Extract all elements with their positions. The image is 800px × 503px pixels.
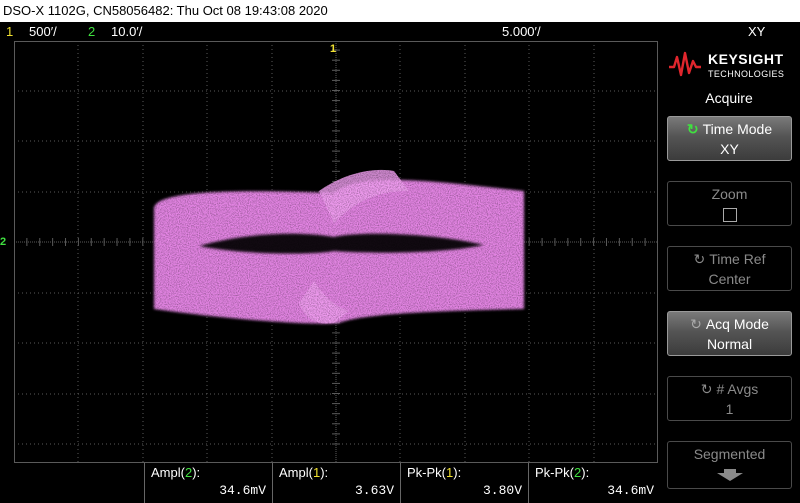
keysight-wave-icon [669,51,701,77]
time-ref-softkey[interactable]: ↻ Time Ref Center [667,246,792,291]
avgs-value: 1 [725,401,734,417]
brand-name: KEYSIGHT [708,51,784,67]
measurement-bar: Ampl(2): 34.6mV Ampl(1): 3.63V Pk-Pk(1):… [0,463,658,503]
acq-mode-softkey[interactable]: ↻ Acq Mode Normal [667,311,792,356]
measurement-value: 34.6mV [219,483,266,498]
measurement-pkpk-1[interactable]: Pk-Pk(1): 3.80V [400,463,526,503]
graticule-border [14,41,658,463]
acq-mode-value: Normal [706,336,753,352]
measurement-ampl-1[interactable]: Ampl(1): 3.63V [272,463,398,503]
measurement-value: 3.63V [354,483,394,498]
ch2-number[interactable]: 2 [88,24,96,39]
rotate-knob-icon: ↻ [700,381,713,397]
submenu-down-arrow-icon [716,469,743,481]
ch1-position-marker[interactable]: 1 [330,43,337,55]
status-bar: 1 500′/ 2 10.0′/ 5.000′/ XY [0,22,800,41]
avgs-softkey[interactable]: ↻ # Avgs 1 [667,376,792,421]
ch2-scale[interactable]: 10.0′/ [111,24,143,39]
rotate-knob-icon: ↻ [693,251,706,267]
measurement-pkpk-2[interactable]: Pk-Pk(2): 34.6mV [528,463,658,503]
segmented-softkey[interactable]: Segmented [667,441,792,489]
waveform-display[interactable]: 1 2 [0,41,658,463]
measurement-value: 3.80V [482,483,522,498]
window-title: DSO-X 1102G, CN58056482: Thu Oct 08 19:4… [0,0,800,22]
softkey-panel: KEYSIGHT TECHNOLOGIES Acquire ↻ Time Mode… [658,41,800,503]
zoom-softkey[interactable]: Zoom [667,181,792,226]
measurement-value: 34.6mV [607,483,654,498]
waveform-graticule [14,41,658,463]
ch1-number[interactable]: 1 [6,24,14,39]
time-mode-value: XY [720,141,739,157]
trace-noise [144,161,534,341]
timebase-scale[interactable]: 5.000′/ [502,24,541,39]
time-mode-softkey[interactable]: ↻ Time Mode XY [667,116,792,161]
keysight-logo: KEYSIGHT TECHNOLOGIES [658,45,800,85]
measurement-ampl-2[interactable]: Ampl(2): 34.6mV [144,463,270,503]
brand-subtitle: TECHNOLOGIES [708,69,785,79]
time-ref-value: Center [708,271,751,287]
ch1-scale[interactable]: 500′/ [29,24,57,39]
display-mode: XY [748,24,766,39]
zoom-checkbox-icon [722,208,737,222]
rotate-knob-icon: ↻ [690,316,702,332]
xy-trace [144,161,534,341]
ch2-position-marker[interactable]: 2 [0,236,7,248]
menu-title: Acquire [705,90,753,106]
rotate-knob-icon: ↻ [686,121,699,137]
